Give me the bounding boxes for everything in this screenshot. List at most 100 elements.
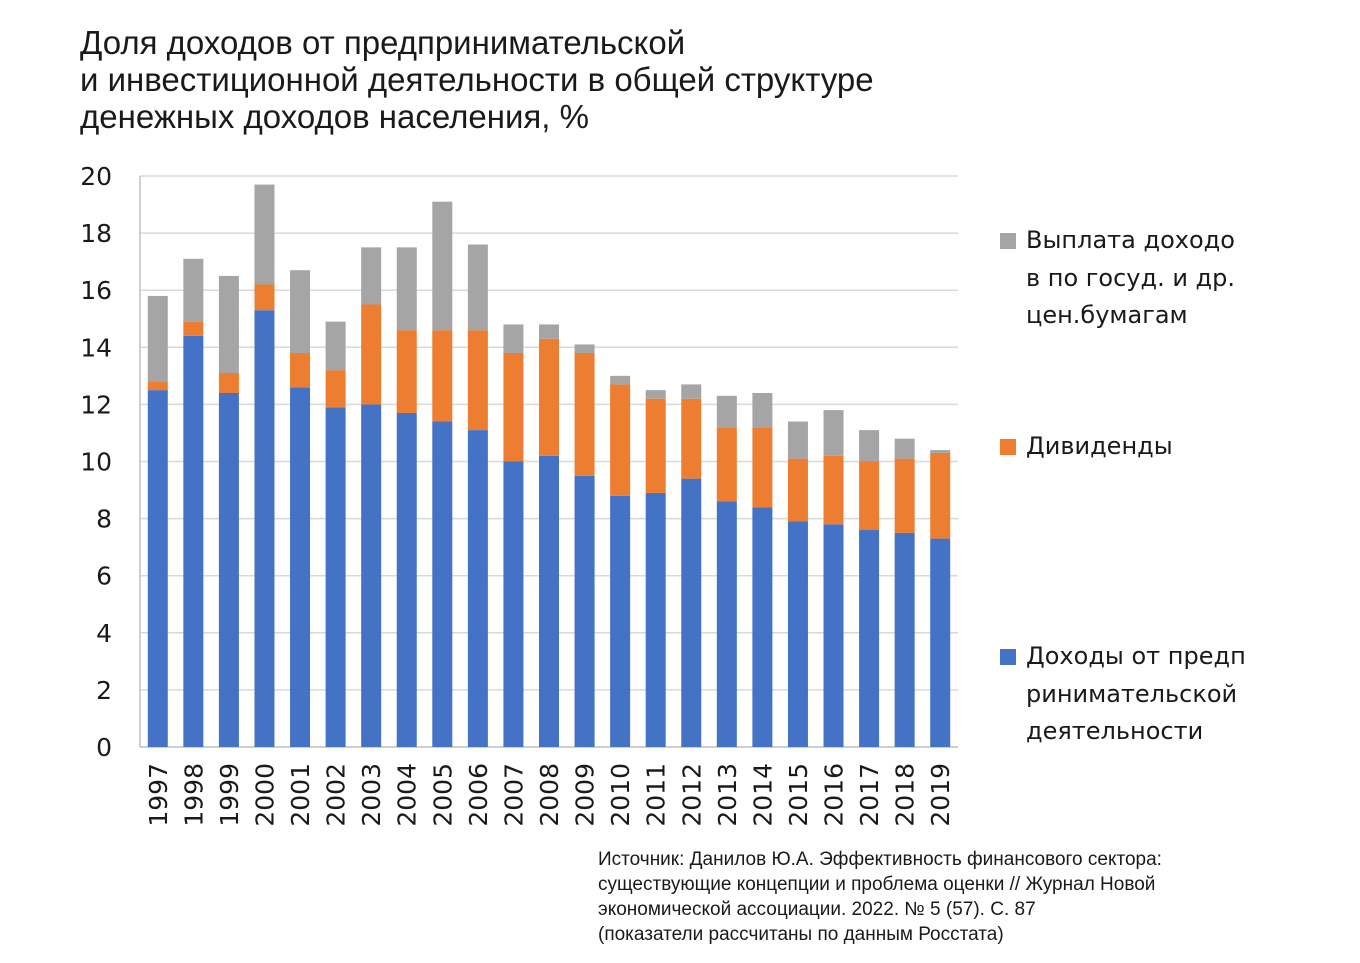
- bar-business-2017: [859, 530, 880, 747]
- bar-securities-2000: [254, 184, 275, 285]
- bar-securities-2001: [290, 270, 311, 354]
- x-tick-label-2008: 2008: [535, 763, 564, 827]
- chart-title: Доля доходов от предпринимательской и ин…: [80, 24, 980, 135]
- bar-business-1999: [218, 392, 239, 747]
- chart-title-line-2: и инвестиционной деятельности в общей ст…: [80, 61, 874, 98]
- bar-dividends-2008: [539, 338, 559, 456]
- y-tick-label: 20: [80, 162, 112, 191]
- x-tick-label-2014: 2014: [748, 763, 777, 827]
- bar-securities-2018: [894, 438, 915, 459]
- x-tick-label-1997: 1997: [144, 763, 173, 827]
- bar-dividends-2018: [894, 458, 915, 533]
- bar-dividends-1997: [147, 381, 168, 391]
- bar-dividends-2019: [930, 452, 951, 539]
- x-tick-label-2006: 2006: [464, 763, 493, 827]
- bar-dividends-2010: [610, 384, 631, 496]
- bar-securities-2004: [396, 247, 417, 331]
- bar-dividends-2012: [681, 398, 702, 479]
- x-tick-label-2011: 2011: [642, 763, 671, 827]
- bar-securities-2015: [787, 421, 808, 459]
- bar-securities-2012: [681, 384, 702, 399]
- bar-securities-2009: [574, 344, 595, 354]
- bar-dividends-2002: [325, 370, 346, 408]
- bar-business-2000: [254, 310, 275, 747]
- bar-dividends-2009: [574, 353, 595, 476]
- chart-title-line-1: Доля доходов от предпринимательской: [80, 24, 686, 61]
- bar-business-2007: [503, 461, 524, 747]
- bar-dividends-2005: [432, 330, 453, 422]
- bar-dividends-2003: [361, 304, 382, 405]
- y-tick-label: 8: [96, 505, 112, 534]
- bar-business-2019: [930, 538, 951, 747]
- bar-securities-2016: [823, 410, 844, 456]
- legend-swatch-business: [1000, 649, 1016, 665]
- x-tick-label-2009: 2009: [571, 763, 600, 827]
- legend-label-business: Доходы от предпринимательской деятельнос…: [1026, 642, 1246, 745]
- bar-securities-2008: [539, 324, 559, 339]
- source-line-3: экономической ассоциации. 2022. № 5 (57)…: [598, 899, 1036, 920]
- x-tick-label-2016: 2016: [820, 763, 849, 827]
- bar-dividends-2001: [290, 353, 311, 388]
- x-tick-label-2007: 2007: [499, 763, 528, 827]
- x-tick-label-2012: 2012: [677, 763, 706, 827]
- y-tick-label: 2: [96, 676, 112, 705]
- bar-business-2014: [752, 507, 773, 747]
- bar-business-1998: [183, 335, 204, 747]
- source-line-2: существующие концепции и проблема оценки…: [598, 874, 1156, 895]
- legend-swatch-securities: [1000, 233, 1016, 249]
- bar-securities-2006: [467, 244, 488, 331]
- legend-item-securities: Выплата доходов по госуд. и др.цен.бумаг…: [1000, 222, 1246, 335]
- legend-label-dividends: Дивиденды: [1026, 432, 1173, 460]
- legend-item-business: Доходы от предпринимательской деятельнос…: [1000, 638, 1246, 751]
- bar-business-2006: [467, 430, 488, 747]
- chart-title-line-3: денежных доходов населения, %: [80, 98, 589, 135]
- bar-dividends-2017: [859, 461, 880, 531]
- bar-business-2005: [432, 421, 453, 747]
- bar-business-2012: [681, 478, 702, 747]
- x-tick-label-2017: 2017: [855, 763, 884, 827]
- x-tick-label-2003: 2003: [357, 763, 386, 827]
- x-tick-label-1999: 1999: [215, 763, 244, 827]
- bar-dividends-2006: [467, 330, 488, 431]
- bar-dividends-2007: [503, 353, 524, 462]
- x-tick-label-2004: 2004: [393, 763, 422, 827]
- bar-securities-2003: [361, 247, 382, 305]
- source-line-1: Источник: Данилов Ю.А. Эффективность фин…: [598, 849, 1162, 870]
- bar-securities-2010: [610, 375, 631, 385]
- bar-business-1997: [147, 390, 168, 747]
- bar-securities-2013: [716, 395, 737, 428]
- bar-securities-2019: [930, 450, 951, 453]
- bar-business-2018: [894, 532, 915, 747]
- bar-dividends-2015: [787, 458, 808, 522]
- bar-business-2013: [716, 501, 737, 747]
- y-tick-label: 14: [80, 333, 112, 362]
- bar-dividends-2016: [823, 455, 844, 525]
- bar-business-2011: [645, 492, 666, 747]
- bar-dividends-2004: [396, 330, 417, 413]
- bar-business-2015: [787, 521, 808, 747]
- y-tick-label: 0: [96, 733, 112, 762]
- source-note: Источник: Данилов Ю.А. Эффективность фин…: [598, 847, 1298, 947]
- bar-securities-2011: [645, 390, 666, 399]
- bar-securities-2007: [503, 324, 524, 354]
- x-tick-label-2013: 2013: [713, 763, 742, 827]
- bar-dividends-2013: [716, 427, 737, 502]
- bar-business-2002: [325, 407, 346, 747]
- bar-securities-2017: [859, 430, 880, 462]
- bar-securities-2002: [325, 321, 346, 371]
- bar-securities-2005: [432, 201, 453, 331]
- x-tick-label-2002: 2002: [322, 763, 351, 827]
- x-tick-label-2019: 2019: [926, 763, 955, 827]
- y-tick-label: 6: [96, 562, 112, 591]
- bar-dividends-2014: [752, 427, 773, 508]
- x-tick-label-2001: 2001: [286, 763, 315, 827]
- bar-business-2010: [610, 495, 631, 747]
- legend-swatch-dividends: [1000, 439, 1016, 455]
- y-tick-label: 12: [80, 390, 112, 419]
- bar-dividends-2011: [645, 398, 666, 493]
- legend-label-securities: Выплата доходов по госуд. и др.цен.бумаг…: [1026, 226, 1236, 329]
- x-tick-label-2018: 2018: [891, 763, 920, 827]
- x-tick-label-2000: 2000: [250, 763, 279, 827]
- y-tick-label: 4: [96, 619, 112, 648]
